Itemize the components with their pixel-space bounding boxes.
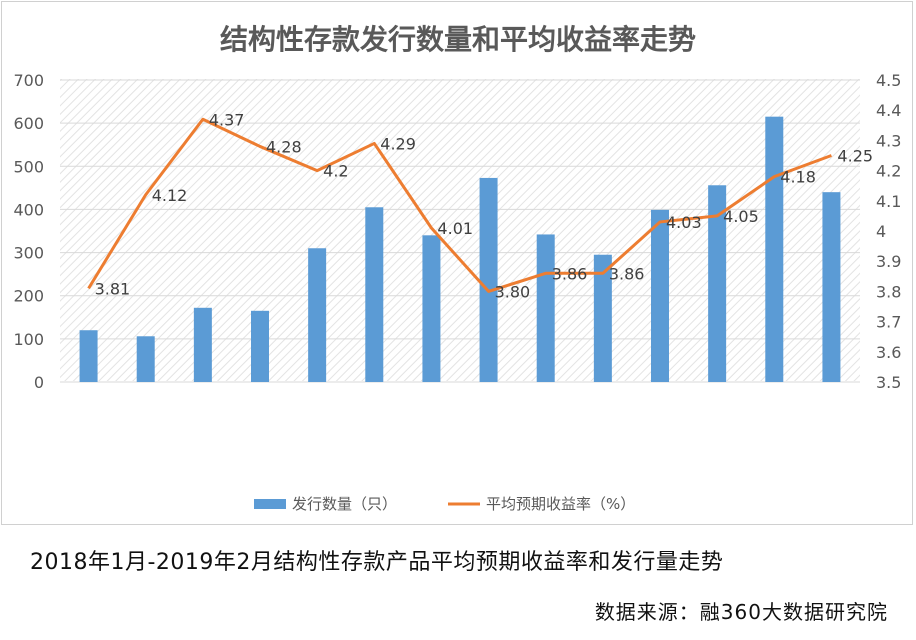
legend-label-line: 平均预期收益率（%） <box>486 495 635 513</box>
right-tick-label: 4.3 <box>876 131 901 150</box>
line-data-label: 4.12 <box>152 186 188 205</box>
right-tick-label: 3.5 <box>876 373 901 392</box>
line-data-label: 4.03 <box>666 213 702 232</box>
line-data-label: 4.28 <box>266 137 302 156</box>
left-tick-label: 100 <box>13 330 44 349</box>
combo-chart: 结构性存款发行数量和平均收益率走势 3.814.124.374.284.24.2… <box>13 23 901 513</box>
legend-swatch-bar <box>254 499 286 509</box>
bar <box>708 185 727 382</box>
right-tick-label: 3.8 <box>876 282 901 301</box>
right-tick-label: 4.4 <box>876 101 901 120</box>
line-data-label: 3.80 <box>495 282 531 301</box>
legend-label-bar: 发行数量（只） <box>292 495 397 513</box>
line-data-label: 4.05 <box>723 207 759 226</box>
right-tick-label: 4.1 <box>876 192 901 211</box>
yield-line <box>87 117 832 293</box>
bar <box>765 116 784 383</box>
right-tick-label: 3.7 <box>876 313 901 332</box>
line-data-label: 3.86 <box>552 264 588 283</box>
line-data-label: 4.29 <box>380 134 416 153</box>
left-tick-label: 500 <box>13 157 44 176</box>
data-labels: 3.81 4.12 4.37 4.28 4.2 4.29 4.01 3.80 3.86 3.86 4… <box>95 110 873 301</box>
right-tick-label: 4.2 <box>876 162 901 181</box>
plot-area-background <box>60 79 860 381</box>
bar <box>593 254 612 382</box>
line-data-label: 4.37 <box>209 110 245 129</box>
bar <box>651 209 669 382</box>
left-tick-label: 200 <box>13 287 44 306</box>
line-data-label: 4.18 <box>780 168 816 187</box>
bar <box>193 307 212 382</box>
line-data-label: 4.01 <box>437 219 473 238</box>
figure-caption: 2018年1月-2019年2月结构性存款产品平均预期收益率和发行量走势 <box>30 550 724 575</box>
bar <box>479 177 498 382</box>
left-tick-label: 600 <box>13 114 44 133</box>
bar <box>365 207 384 382</box>
line-series <box>87 117 832 293</box>
bar-series <box>79 116 841 383</box>
bar <box>822 192 841 382</box>
bar <box>79 330 98 382</box>
left-tick-label: 0 <box>34 373 44 392</box>
left-tick-label: 700 <box>13 71 44 90</box>
left-axis: 0 100 200 300 400 500 600 700 <box>13 71 44 392</box>
data-source-caption: 数据来源：融360大数据研究院 <box>594 600 888 624</box>
line-data-label: 3.81 <box>95 279 131 298</box>
right-tick-label: 4 <box>876 222 886 241</box>
bar <box>136 336 155 382</box>
chart-container: 结构性存款发行数量和平均收益率走势 3.81 4.12 4.37 4.28 4.2 4.2… <box>1 1 913 525</box>
line-data-label: 4.2 <box>323 162 348 181</box>
legend: 发行数量（只） 平均预期收益率（%） <box>254 495 635 513</box>
right-tick-label: 4.5 <box>876 71 901 90</box>
line-data-label: 4.25 <box>837 147 873 166</box>
bar <box>536 234 555 382</box>
bar <box>422 235 441 382</box>
bar <box>308 248 327 382</box>
right-tick-label: 3.6 <box>876 343 901 362</box>
left-tick-label: 300 <box>13 244 44 263</box>
bar <box>251 310 269 382</box>
chart-title: 结构性存款发行数量和平均收益率走势 <box>220 23 696 56</box>
left-tick-label: 400 <box>13 200 44 219</box>
line-data-label: 3.86 <box>609 264 645 283</box>
right-tick-label: 3.9 <box>876 252 901 271</box>
right-axis: 3.5 3.6 3.7 3.8 3.9 4 4.1 4.2 4.3 4.4 4.5 <box>876 71 901 392</box>
gridlines <box>60 79 860 383</box>
